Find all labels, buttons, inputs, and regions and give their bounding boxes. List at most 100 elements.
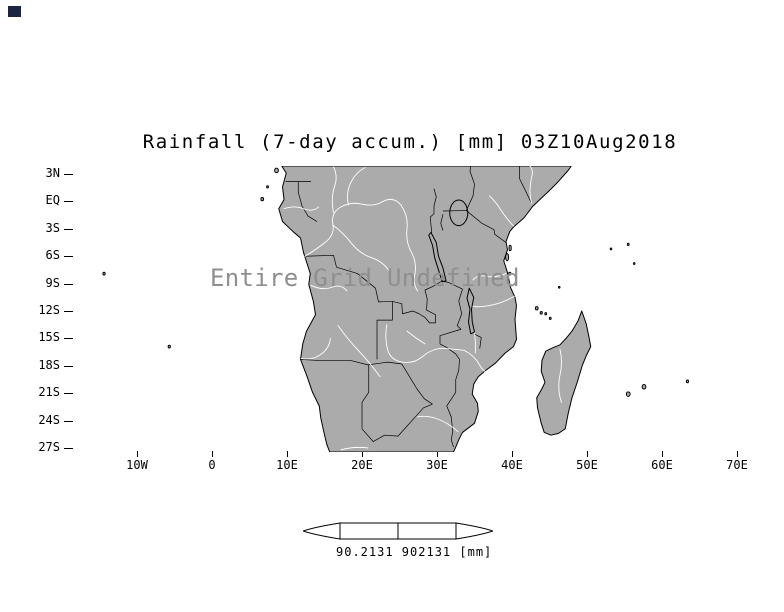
lat-tick-label: 6S [45, 248, 60, 262]
river [489, 196, 513, 226]
island-dot [549, 317, 551, 319]
river [305, 199, 401, 256]
country-border [519, 166, 531, 203]
country-border [474, 334, 481, 349]
country-border [442, 281, 462, 289]
country-border [362, 404, 432, 441]
land-group [103, 166, 689, 452]
country-border [377, 301, 392, 359]
river [341, 447, 368, 449]
plot-title: Rainfall (7-day accum.) [mm] 03Z10Aug201… [142, 131, 678, 153]
lat-tick-label: 15S [38, 330, 60, 344]
country-border [441, 214, 443, 230]
lat-tick-mark [64, 366, 73, 367]
islands-group [103, 168, 689, 396]
lon-tick-mark [587, 451, 588, 457]
island-dot [627, 243, 629, 245]
africa-map [75, 166, 745, 452]
island-dot [545, 313, 547, 315]
lon-tick-label: 20E [351, 458, 373, 472]
country-border [305, 255, 392, 302]
lon-tick-mark [137, 451, 138, 457]
island-dot [610, 248, 611, 250]
country-border [301, 359, 402, 364]
river [530, 166, 532, 203]
lat-tick-mark [64, 256, 73, 257]
lat-tick-label: EQ [45, 193, 60, 207]
country-border [402, 364, 433, 404]
lon-tick-label: 50E [576, 458, 598, 472]
lat-tick-label: 27S [38, 440, 60, 454]
lon-tick-mark [512, 451, 513, 457]
island-dot [509, 245, 511, 250]
lon-tick-mark [362, 451, 363, 457]
rivers-group [284, 166, 561, 450]
country-border [430, 189, 436, 233]
river [311, 285, 347, 290]
lat-tick-mark [64, 421, 73, 422]
island-dot [558, 286, 559, 288]
lat-tick-label: 21S [38, 385, 60, 399]
lat-tick-mark [64, 338, 73, 339]
island-dot [509, 272, 511, 275]
madagascar [537, 311, 591, 435]
country-border [298, 182, 317, 222]
country-border [392, 281, 442, 323]
lake-malawi [467, 288, 474, 334]
lon-tick-mark [212, 451, 213, 457]
island-dot [642, 385, 646, 390]
lat-tick-mark [64, 311, 73, 312]
country-borders-group [286, 166, 532, 447]
river [386, 325, 485, 372]
lon-tick-label: 30E [426, 458, 448, 472]
lon-tick-label: 70E [726, 458, 748, 472]
lat-tick-mark [64, 201, 73, 202]
lat-tick-label: 18S [38, 358, 60, 372]
lon-tick-mark [437, 451, 438, 457]
river [333, 225, 389, 271]
river [284, 207, 318, 210]
river [417, 416, 457, 431]
lake-victoria [450, 200, 468, 226]
lon-tick-label: 10W [126, 458, 148, 472]
africa-coastline [279, 166, 571, 452]
lat-tick-label: 3S [45, 221, 60, 235]
lon-tick-mark [662, 451, 663, 457]
lakes-group [429, 200, 475, 334]
lon-tick-label: 60E [651, 458, 673, 472]
lon-tick-mark [287, 451, 288, 457]
country-border [466, 211, 506, 243]
island-dot [633, 263, 634, 265]
lat-tick-mark [64, 174, 73, 175]
colorbar-left-arrow [303, 522, 341, 540]
lat-tick-label: 9S [45, 276, 60, 290]
island-dot [267, 186, 269, 188]
lat-tick-label: 12S [38, 303, 60, 317]
window-icon [8, 6, 21, 17]
lat-tick-mark [64, 284, 73, 285]
country-border [466, 166, 474, 211]
river [473, 274, 506, 280]
river [348, 168, 365, 205]
colorbar [303, 522, 493, 540]
island-dot [686, 380, 688, 383]
river [473, 296, 514, 306]
island-dot [275, 168, 279, 173]
island-dot [261, 198, 264, 201]
colorbar-label: 90.2131 902131 [mm] [336, 545, 493, 559]
lon-tick-label: 0 [208, 458, 216, 472]
river [407, 331, 425, 344]
colorbar-right-arrow [455, 522, 493, 540]
river [401, 205, 417, 291]
river [301, 338, 330, 359]
lat-tick-mark [64, 393, 73, 394]
country-border [447, 406, 454, 447]
island-dot [506, 253, 509, 260]
lat-tick-mark [64, 229, 73, 230]
river [332, 167, 336, 213]
river [559, 349, 562, 402]
lat-tick-label: 3N [45, 166, 60, 180]
island-dot [626, 392, 630, 397]
island-dot [540, 312, 542, 315]
